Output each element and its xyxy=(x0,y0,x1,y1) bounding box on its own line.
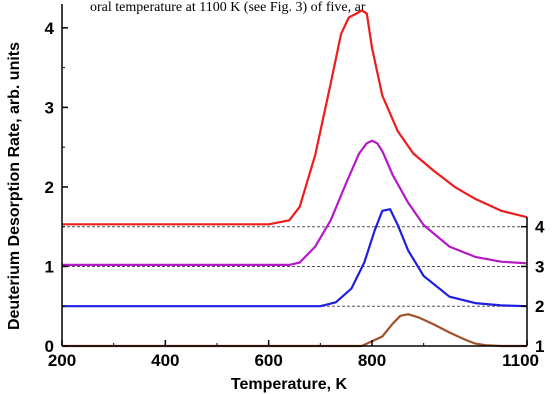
y-tick-label: 3 xyxy=(45,98,54,117)
x-tick-label: 400 xyxy=(151,351,179,370)
axes xyxy=(61,4,528,347)
series-line-1 xyxy=(62,313,527,348)
header-fragment: oral temperature at 1100 K (see Fig. 3) … xyxy=(90,0,366,15)
x-axis-title: Temperature, K xyxy=(231,376,348,393)
series-line-2 xyxy=(62,208,528,308)
x-tick-label: 600 xyxy=(254,351,282,370)
right-tick-label: 3 xyxy=(535,257,544,276)
x-tick-label: 800 xyxy=(358,351,386,370)
series-line-4 xyxy=(62,9,528,226)
y-tick-label: 0 xyxy=(45,337,54,356)
y-axis-title: Deuterium Desorption Rate, arb. units xyxy=(6,42,23,330)
series-line-3 xyxy=(62,139,528,266)
right-tick-label: 4 xyxy=(535,218,545,237)
x-tick-label: 1100 xyxy=(502,351,539,370)
series-group xyxy=(62,9,528,348)
y-tick-label: 2 xyxy=(45,178,54,197)
grid-lines xyxy=(62,226,527,307)
y-tick-label: 4 xyxy=(45,19,55,38)
right-tick-label: 2 xyxy=(535,297,544,316)
right-tick-label: 1 xyxy=(535,337,544,356)
x-tick-label: 200 xyxy=(48,351,76,370)
y-tick-label: 1 xyxy=(45,257,54,276)
